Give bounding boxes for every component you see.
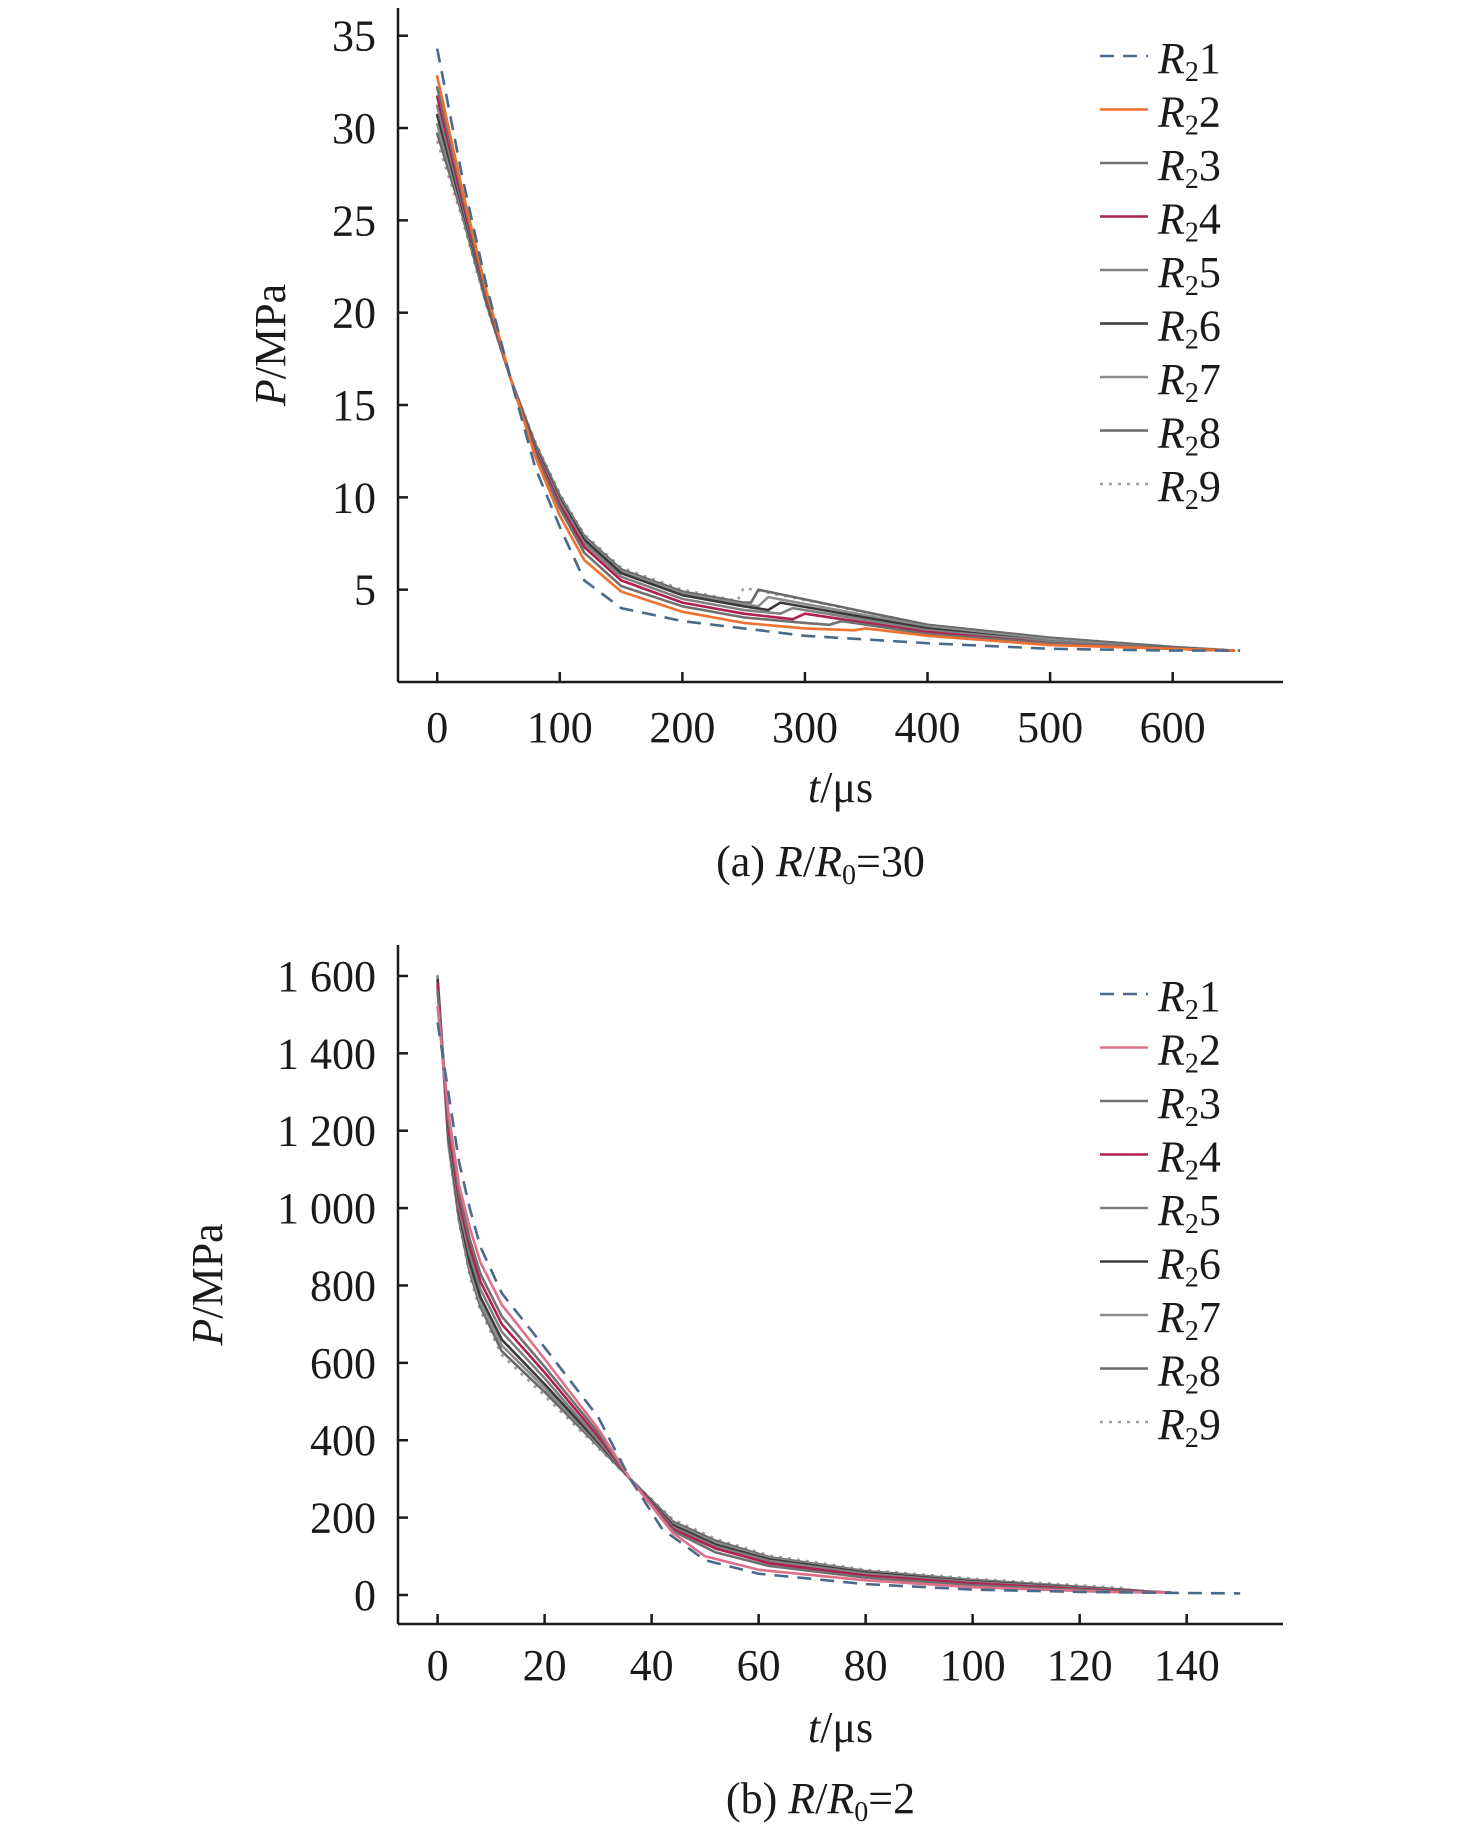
chart-caption: (a) R/R0=30 [716, 837, 925, 891]
y-tick-label: 0 [354, 1571, 376, 1620]
legend-entry: R22 [1157, 1026, 1221, 1080]
chart-a: 5 10 15 20 25 30 35 0 100 200 300 400 500 600 P/MPa t/μ… [246, 8, 1283, 891]
y-tick-label: 10 [332, 473, 376, 522]
x-tick-label: 300 [772, 703, 838, 752]
y-tick-label: 200 [310, 1494, 376, 1543]
y-tick-label: 1 400 [277, 1029, 376, 1078]
x-axis-label: t/μs [808, 763, 873, 812]
y-tick-label: 15 [332, 381, 376, 430]
x-tick-label: 400 [895, 703, 961, 752]
series-line [435, 140, 1241, 652]
series-line [435, 123, 1236, 652]
x-tick-label: 20 [523, 1641, 567, 1690]
series-line [435, 95, 1236, 652]
y-tick-label: 1 600 [277, 952, 376, 1001]
x-tick-label: 100 [940, 1641, 1006, 1690]
y-tick-label: 5 [354, 566, 376, 615]
chart-b: 0 200 400 600 800 1 000 1 200 1 400 1 600 0 20 40 60… [183, 945, 1283, 1828]
legend-entry: R23 [1157, 141, 1221, 195]
series-line [436, 974, 1140, 1592]
series-line [435, 113, 1236, 652]
y-tick-label: 400 [310, 1416, 376, 1465]
x-tick-label: 60 [737, 1641, 781, 1690]
legend-entry: R27 [1157, 1293, 1221, 1347]
legend-entry: R28 [1157, 409, 1221, 463]
y-tick-label: 600 [310, 1339, 376, 1388]
series-line [435, 86, 1236, 652]
series-line [436, 978, 1135, 1592]
legend-entry: R21 [1157, 34, 1221, 88]
legend-entry: R22 [1157, 88, 1221, 142]
series-group [436, 974, 1241, 1595]
x-tick-label: 600 [1140, 703, 1206, 752]
y-tick-label: 20 [332, 289, 376, 338]
y-tick-label: 800 [310, 1261, 376, 1310]
y-axis-label: P/MPa [246, 284, 295, 407]
legend-entry: R26 [1157, 302, 1221, 356]
chart-caption: (b) R/R0=2 [726, 1774, 915, 1828]
legend-entry: R28 [1157, 1347, 1221, 1401]
series-line [436, 982, 1162, 1594]
x-tick-label: 200 [649, 703, 715, 752]
x-tick-label: 500 [1017, 703, 1083, 752]
x-tick-label: 0 [426, 703, 448, 752]
series-line [436, 986, 1151, 1593]
x-tick-label: 100 [527, 703, 593, 752]
x-tick-label: 40 [630, 1641, 674, 1690]
series-line [435, 132, 1236, 652]
y-tick-label: 25 [332, 196, 376, 245]
y-axis-label: P/MPa [183, 1223, 232, 1346]
y-tick-label: 1 200 [277, 1107, 376, 1156]
series-line [436, 978, 1146, 1593]
legend-entry: R25 [1157, 1186, 1221, 1240]
legend-entry: R25 [1157, 248, 1221, 302]
legend-entry: R23 [1157, 1079, 1221, 1133]
legend-entry: R21 [1157, 972, 1221, 1026]
series-line [436, 990, 1172, 1594]
series-line [435, 48, 1241, 652]
x-tick-label: 120 [1047, 1641, 1113, 1690]
series-line [436, 1005, 1172, 1594]
series-line [436, 1022, 1241, 1595]
x-tick-label: 140 [1154, 1641, 1220, 1690]
x-tick-label: 80 [844, 1641, 888, 1690]
legend-entry: R29 [1157, 1400, 1221, 1454]
series-line [436, 975, 1134, 1592]
x-tick-label: 0 [427, 1641, 449, 1690]
y-tick-label: 35 [332, 12, 376, 61]
y-tick-label: 30 [332, 104, 376, 153]
y-tick-label: 1 000 [277, 1184, 376, 1233]
legend-entry: R27 [1157, 355, 1221, 409]
legend-entry: R26 [1157, 1240, 1221, 1294]
legend-entry: R24 [1157, 195, 1221, 249]
legend-entry: R24 [1157, 1133, 1221, 1187]
legend-entry: R29 [1157, 462, 1221, 516]
x-axis-label: t/μs [808, 1703, 873, 1752]
series-group [435, 48, 1241, 652]
